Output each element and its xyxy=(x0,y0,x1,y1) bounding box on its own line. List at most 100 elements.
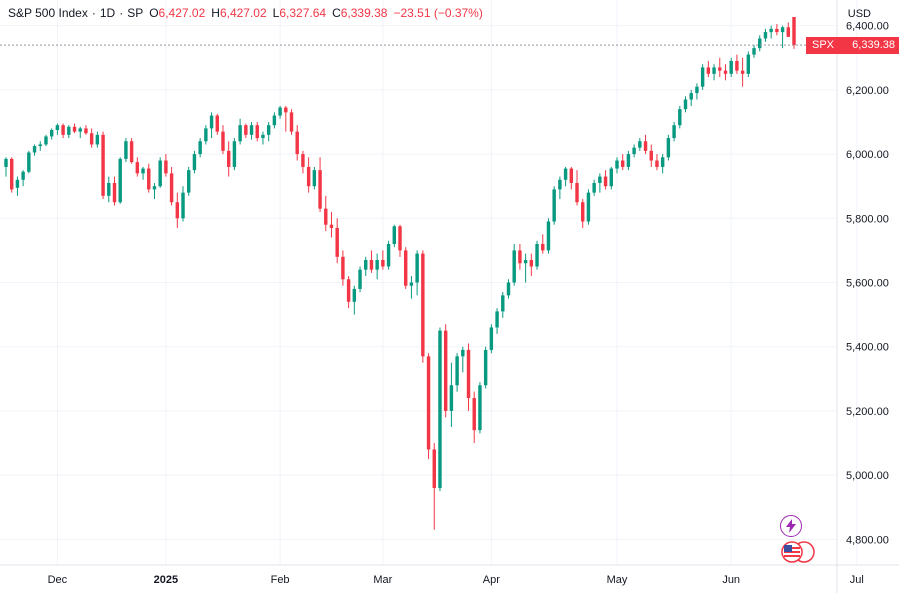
price-tag-value: 6,339.38 xyxy=(852,39,895,52)
candle-body xyxy=(461,349,465,357)
candle xyxy=(386,240,391,270)
candle xyxy=(461,346,465,373)
candle xyxy=(255,121,259,142)
candle xyxy=(272,112,277,129)
symbol-name[interactable]: S&P 500 Index xyxy=(8,6,88,20)
candle-body xyxy=(581,202,585,222)
y-tick-label: 5,000.00 xyxy=(846,470,889,482)
candle xyxy=(712,64,716,81)
candle-body xyxy=(352,288,357,302)
candle-body xyxy=(364,260,368,270)
candle-body xyxy=(786,27,791,37)
candle xyxy=(672,121,676,142)
candle-body xyxy=(495,311,499,328)
candle-body xyxy=(329,224,334,228)
candle xyxy=(792,17,796,49)
candle-body xyxy=(27,152,31,172)
candle-body xyxy=(398,226,402,251)
candle-body xyxy=(638,141,642,148)
candle-body xyxy=(569,168,574,183)
candle xyxy=(632,144,636,158)
candle-body xyxy=(198,141,202,155)
us-flag-icon[interactable] xyxy=(781,541,815,563)
high-value: 6,427.02 xyxy=(219,6,267,20)
candle xyxy=(649,144,653,167)
candle xyxy=(147,163,151,193)
candle-body xyxy=(655,160,659,167)
candle xyxy=(152,182,157,200)
candle-body xyxy=(598,176,602,183)
candle-body xyxy=(89,133,94,145)
candle-body xyxy=(740,70,745,74)
candle xyxy=(301,150,305,174)
candle-body xyxy=(38,144,42,147)
candle xyxy=(432,443,436,530)
candle-body xyxy=(478,385,482,431)
candle-body xyxy=(512,250,516,283)
candle-body xyxy=(32,146,37,153)
currency-label[interactable]: USD xyxy=(847,8,871,20)
candle-body xyxy=(649,150,653,161)
price-tag-symbol: SPX xyxy=(812,39,835,52)
candle xyxy=(55,123,60,135)
candle-body xyxy=(660,157,665,167)
candle-body xyxy=(466,349,471,399)
candle xyxy=(552,186,556,225)
candle-body xyxy=(255,125,259,139)
candle-body xyxy=(632,147,636,155)
candle xyxy=(15,176,20,196)
symbol-legend[interactable]: S&P 500 Index · 1D · SP O 6,427.02 H 6,427… xyxy=(8,6,483,20)
exchange: SP xyxy=(127,6,144,20)
candle xyxy=(284,105,288,132)
candle xyxy=(221,125,225,155)
x-tick-label: May xyxy=(607,574,628,586)
candle xyxy=(609,166,613,190)
candle xyxy=(375,253,379,280)
candle xyxy=(626,150,631,171)
candle xyxy=(740,57,745,87)
grid xyxy=(0,0,858,565)
candle-body xyxy=(261,134,265,139)
candle-body xyxy=(266,125,271,135)
candle xyxy=(266,121,271,142)
candle-body xyxy=(678,109,682,126)
candle xyxy=(324,195,328,232)
candle xyxy=(209,112,214,139)
x-tick-label: Jun xyxy=(722,574,740,586)
candle xyxy=(575,170,579,206)
candle xyxy=(512,243,516,286)
candle xyxy=(32,144,37,156)
flash-icon[interactable] xyxy=(780,515,802,537)
candle-body xyxy=(221,131,225,151)
candle xyxy=(312,166,317,190)
candle xyxy=(187,166,191,196)
candle xyxy=(403,247,408,289)
price-axis[interactable]: 4,800.00 5,000.00 5,200.00 5,400.00 5,600.00… xyxy=(846,21,889,547)
candle xyxy=(541,234,545,254)
candle-body xyxy=(432,449,436,488)
candle-body xyxy=(541,243,545,251)
interval[interactable]: 1D xyxy=(99,6,116,20)
x-tick-label: Dec xyxy=(48,574,68,586)
candle xyxy=(563,166,568,187)
candle xyxy=(381,250,385,270)
candle xyxy=(586,189,591,225)
y-tick-label: 5,600.00 xyxy=(846,278,889,290)
candle xyxy=(775,24,779,36)
candle-body xyxy=(49,130,54,137)
candle-body xyxy=(278,107,282,116)
candle-body xyxy=(403,250,408,286)
candle xyxy=(9,157,14,193)
candle xyxy=(318,157,322,212)
candle xyxy=(27,150,31,174)
candle xyxy=(226,141,231,177)
candle-body xyxy=(147,168,151,190)
x-tick-label: Mar xyxy=(373,574,392,586)
candle-body xyxy=(455,356,459,386)
candle-body xyxy=(586,192,591,222)
time-axis[interactable]: Dec2025FebMarAprMayJunJulAug xyxy=(48,574,899,586)
candle xyxy=(472,391,476,444)
candle xyxy=(278,105,282,119)
candle xyxy=(164,154,168,177)
